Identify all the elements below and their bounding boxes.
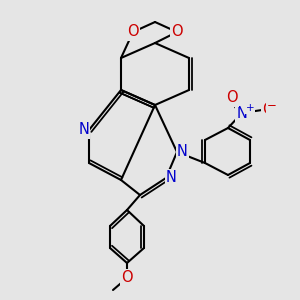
Text: N: N — [237, 106, 248, 121]
Text: N: N — [166, 170, 177, 185]
Text: N: N — [78, 122, 89, 137]
Text: O: O — [121, 271, 133, 286]
Text: O: O — [262, 103, 274, 118]
Text: N: N — [177, 145, 188, 160]
Text: O: O — [127, 25, 139, 40]
Text: +: + — [246, 103, 254, 113]
Text: −: − — [267, 100, 277, 112]
Text: O: O — [226, 91, 238, 106]
Text: O: O — [171, 25, 183, 40]
